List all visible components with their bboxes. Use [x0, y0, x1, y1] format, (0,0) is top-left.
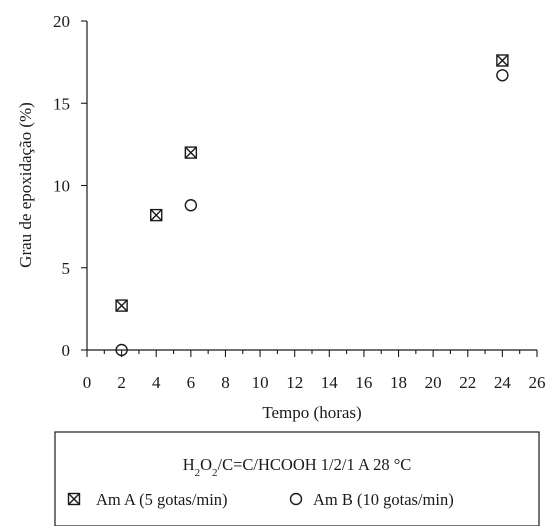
y-tick-label: 10 — [53, 177, 70, 196]
x-tick-label: 24 — [494, 373, 512, 392]
legend-label-am-a: Am A (5 gotas/min) — [96, 490, 228, 509]
legend-item-am-b: Am B (10 gotas/min) — [291, 490, 454, 509]
legend-box — [55, 432, 539, 526]
y-tick-label: 20 — [53, 12, 70, 31]
x-tick-label: 10 — [252, 373, 269, 392]
y-ticks: 0 5 10 15 20 — [53, 12, 87, 360]
data-points — [116, 55, 508, 356]
x-tick-label: 12 — [286, 373, 303, 392]
legend-label-am-b: Am B (10 gotas/min) — [313, 490, 454, 509]
data-point-am-a — [151, 210, 162, 221]
x-ticks: 0 2 4 6 8 10 12 14 16 18 20 22 24 26 — [83, 350, 546, 392]
y-axis-label: Grau de epoxidação (%) — [16, 102, 35, 268]
data-point-am-a — [185, 147, 196, 158]
x-tick-label: 0 — [83, 373, 92, 392]
x-tick-label: 20 — [425, 373, 442, 392]
y-tick-label: 0 — [62, 341, 71, 360]
y-tick-label: 15 — [53, 94, 70, 113]
data-point-am-b — [185, 200, 196, 211]
x-tick-label: 16 — [355, 373, 372, 392]
axes — [87, 21, 537, 350]
data-point-am-a — [116, 300, 127, 311]
legend: H2O2/C=C/HCOOH 1/2/1 A 28 °C Am A (5 got… — [55, 432, 539, 526]
x-tick-label: 2 — [117, 373, 126, 392]
x-tick-label: 26 — [529, 373, 546, 392]
x-tick-label: 22 — [459, 373, 476, 392]
x-tick-label: 6 — [187, 373, 196, 392]
x-tick-label: 4 — [152, 373, 161, 392]
x-tick-label: 18 — [390, 373, 407, 392]
x-tick-label: 8 — [221, 373, 230, 392]
x-tick-label: 14 — [321, 373, 339, 392]
x-axis-label: Tempo (horas) — [262, 403, 361, 422]
y-tick-label: 5 — [62, 259, 71, 278]
data-point-am-b — [497, 70, 508, 81]
data-point-am-a — [497, 55, 508, 66]
